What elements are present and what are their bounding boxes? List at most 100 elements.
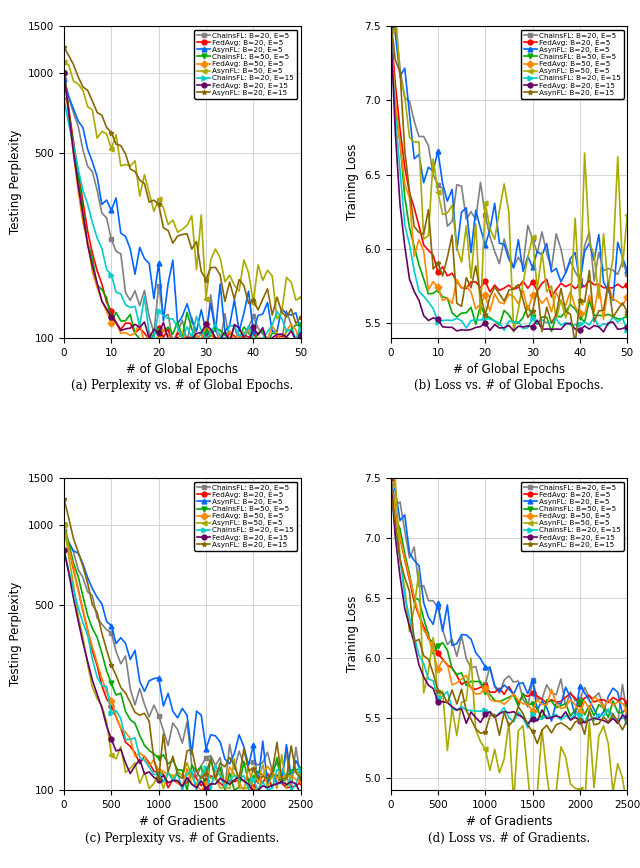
AsynFL: B=20, E=15: (39, 5.36): B=20, E=15: (39, 5.36): [572, 339, 579, 349]
ChainsFL: B=20, E=15: (800, 133): B=20, E=15: (800, 133): [136, 752, 143, 762]
FedAvg: B=20, E=15: (36, 5.46): B=20, E=15: (36, 5.46): [557, 324, 564, 334]
AsynFL: B=20, E=5: (36, 5.78): B=20, E=5: (36, 5.78): [557, 277, 564, 287]
ChainsFL: B=20, E=15: (11, 5.52): B=20, E=15: (11, 5.52): [439, 315, 447, 326]
ChainsFL: B=50, E=5: (1.3e+03, 99.4): B=50, E=5: (1.3e+03, 99.4): [183, 786, 191, 796]
FedAvg: B=20, E=5: (2.2e+03, 102): B=20, E=5: (2.2e+03, 102): [268, 783, 276, 793]
FedAvg: B=20, E=5: (2.45e+03, 5.66): B=20, E=5: (2.45e+03, 5.66): [619, 694, 627, 704]
Line: ChainsFL: B=50, E=5: ChainsFL: B=50, E=5: [61, 70, 303, 346]
ChainsFL: B=20, E=5: (1.65e+03, 132): B=20, E=5: (1.65e+03, 132): [216, 753, 224, 763]
FedAvg: B=20, E=15: (25, 94.8): B=20, E=15: (25, 94.8): [179, 339, 186, 349]
FedAvg: B=50, E=5: (800, 5.85): B=50, E=5: (800, 5.85): [463, 670, 470, 681]
AsynFL: B=20, E=5: (33, 6.04): B=20, E=5: (33, 6.04): [543, 239, 550, 249]
Line: ChainsFL: B=50, E=5: ChainsFL: B=50, E=5: [388, 22, 630, 334]
ChainsFL: B=20, E=15: (49, 99.4): B=20, E=15: (49, 99.4): [292, 333, 300, 344]
AsynFL: B=50, E=5: (800, 106): B=50, E=5: (800, 106): [136, 779, 143, 789]
Line: AsynFL: B=20, E=15: AsynFL: B=20, E=15: [61, 496, 303, 781]
ChainsFL: B=20, E=5: (550, 333): B=20, E=5: (550, 333): [112, 646, 120, 656]
FedAvg: B=20, E=5: (2.5e+03, 5.62): B=20, E=5: (2.5e+03, 5.62): [623, 698, 631, 708]
Line: ChainsFL: B=20, E=15: ChainsFL: B=20, E=15: [61, 96, 303, 341]
FedAvg: B=20, E=5: (0, 7.51): B=20, E=5: (0, 7.51): [387, 20, 394, 30]
Legend: ChainsFL: B=20, E=5, FedAvg: B=20, E=5, AsynFL: B=20, E=5, ChainsFL: B=50, E=5, : ChainsFL: B=20, E=5, FedAvg: B=20, E=5, …: [521, 30, 623, 99]
ChainsFL: B=20, E=5: (750, 209): B=20, E=5: (750, 209): [131, 700, 139, 710]
FedAvg: B=50, E=5: (1.8e+03, 5.58): B=50, E=5: (1.8e+03, 5.58): [557, 703, 564, 713]
Line: FedAvg: B=20, E=5: FedAvg: B=20, E=5: [388, 477, 630, 707]
Line: AsynFL: B=20, E=5: AsynFL: B=20, E=5: [388, 480, 630, 724]
FedAvg: B=20, E=15: (750, 5.58): B=20, E=15: (750, 5.58): [458, 703, 465, 713]
ChainsFL: B=20, E=5: (1.8e+03, 5.83): B=20, E=5: (1.8e+03, 5.83): [557, 674, 564, 684]
ChainsFL: B=20, E=15: (15, 5.51): B=20, E=15: (15, 5.51): [458, 316, 465, 326]
Line: AsynFL: B=20, E=5: AsynFL: B=20, E=5: [388, 0, 630, 303]
ChainsFL: B=20, E=5: (2.4e+03, 101): B=20, E=5: (2.4e+03, 101): [287, 783, 295, 793]
FedAvg: B=20, E=5: (16, 108): B=20, E=5: (16, 108): [136, 324, 143, 334]
AsynFL: B=50, E=5: (35, 5.52): B=50, E=5: (35, 5.52): [552, 314, 560, 325]
AsynFL: B=50, E=5: (38, 5.64): B=50, E=5: (38, 5.64): [566, 297, 574, 307]
AsynFL: B=20, E=5: (34, 106): B=20, E=5: (34, 106): [221, 326, 228, 337]
ChainsFL: B=20, E=15: (1.25e+03, 99.4): B=20, E=15: (1.25e+03, 99.4): [179, 786, 186, 796]
ChainsFL: B=20, E=5: (49, 5.92): B=20, E=5: (49, 5.92): [619, 256, 627, 266]
AsynFL: B=20, E=5: (37, 106): B=20, E=5: (37, 106): [236, 326, 243, 337]
ChainsFL: B=50, E=5: (49, 5.53): B=50, E=5: (49, 5.53): [619, 313, 627, 324]
AsynFL: B=20, E=15: (1.55e+03, 5.29): B=20, E=15: (1.55e+03, 5.29): [533, 739, 541, 749]
Line: AsynFL: B=20, E=15: AsynFL: B=20, E=15: [388, 490, 630, 746]
AsynFL: B=20, E=15: (33, 173): B=20, E=15: (33, 173): [216, 270, 224, 280]
FedAvg: B=20, E=15: (2.45e+03, 105): B=20, E=15: (2.45e+03, 105): [292, 779, 300, 789]
AsynFL: B=50, E=5: (2.45e+03, 5): B=50, E=5: (2.45e+03, 5): [619, 773, 627, 784]
ChainsFL: B=20, E=5: (43, 5.78): B=20, E=5: (43, 5.78): [590, 276, 598, 286]
Line: FedAvg: B=20, E=5: FedAvg: B=20, E=5: [61, 70, 303, 350]
FedAvg: B=50, E=5: (0, 7.47): B=50, E=5: (0, 7.47): [387, 26, 394, 36]
ChainsFL: B=20, E=15: (2.45e+03, 5.5): B=20, E=15: (2.45e+03, 5.5): [619, 713, 627, 723]
AsynFL: B=20, E=15: (16, 394): B=20, E=15: (16, 394): [136, 174, 143, 185]
FedAvg: B=20, E=5: (37, 5.74): B=20, E=5: (37, 5.74): [562, 281, 570, 292]
FedAvg: B=50, E=5: (800, 138): B=50, E=5: (800, 138): [136, 747, 143, 758]
ChainsFL: B=20, E=15: (1.85e+03, 5.52): B=20, E=15: (1.85e+03, 5.52): [562, 710, 570, 720]
AsynFL: B=20, E=15: (0, 7.55): B=20, E=15: (0, 7.55): [387, 14, 394, 24]
FedAvg: B=50, E=5: (11, 5.65): B=50, E=5: (11, 5.65): [439, 295, 447, 306]
FedAvg: B=50, E=5: (17, 93.8): B=50, E=5: (17, 93.8): [141, 340, 148, 351]
Line: FedAvg: B=50, E=5: FedAvg: B=50, E=5: [388, 29, 630, 322]
ChainsFL: B=20, E=15: (15, 131): B=20, E=15: (15, 131): [131, 301, 139, 312]
FedAvg: B=20, E=15: (11, 5.47): B=20, E=15: (11, 5.47): [439, 322, 447, 332]
AsynFL: B=20, E=15: (0, 7.38): B=20, E=15: (0, 7.38): [387, 487, 394, 497]
Y-axis label: Training Loss: Training Loss: [346, 595, 358, 672]
ChainsFL: B=20, E=15: (0, 7.51): B=20, E=15: (0, 7.51): [387, 471, 394, 482]
ChainsFL: B=20, E=5: (750, 6.19): B=20, E=5: (750, 6.19): [458, 630, 465, 641]
ChainsFL: B=20, E=15: (1.7e+03, 5.51): B=20, E=15: (1.7e+03, 5.51): [548, 712, 556, 722]
AsynFL: B=20, E=15: (15, 424): B=20, E=15: (15, 424): [131, 167, 139, 177]
Line: FedAvg: B=50, E=5: FedAvg: B=50, E=5: [61, 523, 303, 793]
AsynFL: B=50, E=5: (1.5e+03, 4.6): B=50, E=5: (1.5e+03, 4.6): [529, 820, 536, 831]
AsynFL: B=50, E=5: (36, 158): B=50, E=5: (36, 158): [230, 280, 238, 291]
ChainsFL: B=20, E=15: (16, 111): B=20, E=15: (16, 111): [136, 321, 143, 332]
ChainsFL: B=20, E=15: (34, 5.5): B=20, E=15: (34, 5.5): [548, 318, 556, 328]
AsynFL: B=50, E=5: (17, 5.8): B=50, E=5: (17, 5.8): [467, 273, 475, 283]
AsynFL: B=50, E=5: (26, 5.44): B=50, E=5: (26, 5.44): [510, 327, 518, 338]
FedAvg: B=20, E=15: (15, 5.45): B=20, E=15: (15, 5.45): [458, 325, 465, 335]
FedAvg: B=20, E=5: (0, 1e+03): B=20, E=5: (0, 1e+03): [60, 68, 68, 78]
FedAvg: B=50, E=5: (0, 1e+03): B=50, E=5: (0, 1e+03): [60, 68, 68, 78]
FedAvg: B=20, E=15: (550, 5.64): B=20, E=15: (550, 5.64): [439, 696, 447, 707]
ChainsFL: B=20, E=5: (50, 5.83): B=20, E=5: (50, 5.83): [623, 269, 631, 279]
FedAvg: B=20, E=15: (1.8e+03, 109): B=20, E=15: (1.8e+03, 109): [230, 774, 238, 785]
ChainsFL: B=50, E=5: (33, 5.54): B=50, E=5: (33, 5.54): [543, 312, 550, 322]
AsynFL: B=20, E=15: (11, 5.82): B=20, E=15: (11, 5.82): [439, 271, 447, 281]
AsynFL: B=50, E=5: (1.85e+03, 101): B=50, E=5: (1.85e+03, 101): [236, 783, 243, 793]
ChainsFL: B=20, E=15: (2.5e+03, 119): B=20, E=15: (2.5e+03, 119): [297, 765, 305, 775]
ChainsFL: B=50, E=5: (0, 1e+03): B=50, E=5: (0, 1e+03): [60, 520, 68, 530]
AsynFL: B=20, E=5: (11, 337): B=20, E=5: (11, 337): [112, 193, 120, 203]
ChainsFL: B=50, E=5: (50, 5.55): B=50, E=5: (50, 5.55): [623, 311, 631, 321]
FedAvg: B=20, E=15: (50, 5.48): B=20, E=15: (50, 5.48): [623, 321, 631, 332]
FedAvg: B=20, E=15: (45, 5.44): B=20, E=15: (45, 5.44): [600, 326, 607, 337]
AsynFL: B=20, E=15: (48, 128): B=20, E=15: (48, 128): [287, 304, 295, 314]
ChainsFL: B=20, E=15: (25, 99.4): B=20, E=15: (25, 99.4): [179, 333, 186, 344]
FedAvg: B=50, E=5: (550, 190): B=50, E=5: (550, 190): [112, 711, 120, 721]
AsynFL: B=20, E=15: (1.85e+03, 5.43): B=20, E=15: (1.85e+03, 5.43): [562, 720, 570, 731]
AsynFL: B=20, E=5: (550, 356): B=20, E=5: (550, 356): [112, 638, 120, 648]
FedAvg: B=20, E=15: (16, 109): B=20, E=15: (16, 109): [136, 322, 143, 332]
Legend: ChainsFL: B=20, E=5, FedAvg: B=20, E=5, AsynFL: B=20, E=5, ChainsFL: B=50, E=5, : ChainsFL: B=20, E=5, FedAvg: B=20, E=5, …: [194, 482, 297, 550]
FedAvg: B=20, E=5: (50, 97.9): B=20, E=5: (50, 97.9): [297, 335, 305, 345]
FedAvg: B=20, E=5: (1.8e+03, 5.64): B=20, E=5: (1.8e+03, 5.64): [557, 696, 564, 707]
ChainsFL: B=20, E=15: (50, 5.46): B=20, E=15: (50, 5.46): [623, 325, 631, 335]
ChainsFL: B=20, E=5: (15, 151): B=20, E=5: (15, 151): [131, 286, 139, 296]
Legend: ChainsFL: B=20, E=5, FedAvg: B=20, E=5, AsynFL: B=20, E=5, ChainsFL: B=50, E=5, : ChainsFL: B=20, E=5, FedAvg: B=20, E=5, …: [194, 30, 297, 99]
ChainsFL: B=50, E=5: (11, 124): B=50, E=5: (11, 124): [112, 307, 120, 318]
ChainsFL: B=50, E=5: (550, 228): B=50, E=5: (550, 228): [112, 690, 120, 700]
